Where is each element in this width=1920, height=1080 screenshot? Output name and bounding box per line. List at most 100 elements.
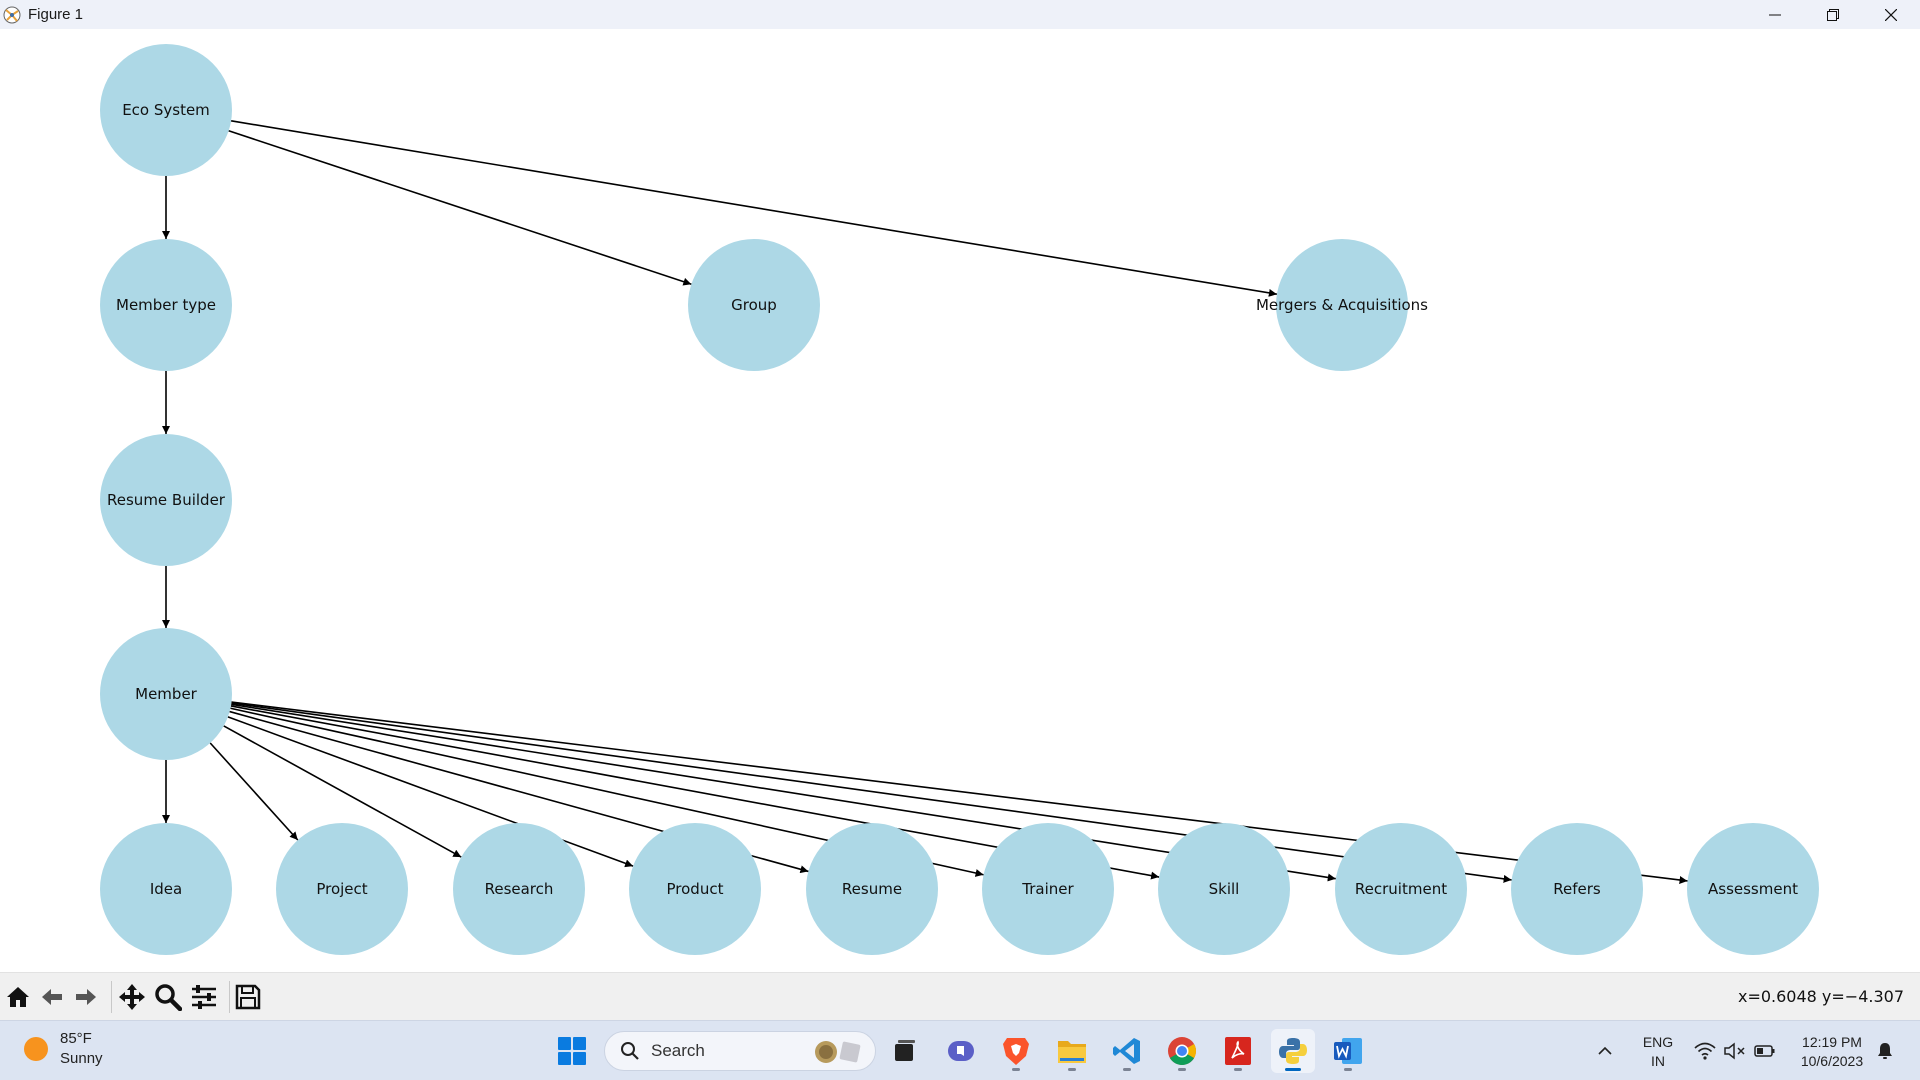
node-label: Refers (1553, 880, 1601, 898)
wifi-status[interactable] (1690, 1029, 1720, 1073)
file-explorer-icon (1058, 1041, 1086, 1063)
clock[interactable]: 12:19 PM 10/6/2023 (1788, 1033, 1876, 1071)
node-label: Member (135, 685, 198, 703)
node-member: Member (100, 628, 232, 760)
taskbar-brave[interactable] (994, 1029, 1038, 1073)
notifications-button[interactable] (1870, 1029, 1900, 1073)
taskbar-file-explorer[interactable] (1050, 1029, 1094, 1073)
window-title: Figure 1 (28, 6, 84, 23)
taskbar-search[interactable]: Search (604, 1031, 876, 1071)
node-research: Research (453, 823, 585, 955)
tray-overflow-button[interactable] (1589, 1029, 1621, 1073)
save-button[interactable] (232, 981, 264, 1013)
home-button[interactable] (2, 981, 34, 1013)
node-product: Product (629, 823, 761, 955)
node-trainer: Trainer (982, 823, 1114, 955)
zoom-button[interactable] (152, 981, 184, 1013)
volume-status[interactable] (1720, 1029, 1750, 1073)
edge-eco-to-mergers (230, 120, 1278, 297)
pan-button[interactable] (116, 981, 148, 1013)
node-circle (1276, 239, 1408, 371)
node-circle (1511, 823, 1643, 955)
brave-icon (1003, 1038, 1029, 1065)
running-indicator (1123, 1068, 1131, 1071)
node-circle (100, 239, 232, 371)
search-label: Search (651, 1041, 705, 1060)
teams-icon (948, 1041, 974, 1061)
node-circle (1335, 823, 1467, 955)
start-button[interactable] (550, 1029, 594, 1073)
node-label: Research (485, 880, 554, 898)
running-indicator (1234, 1068, 1242, 1071)
node-label: Resume (842, 880, 902, 898)
node-idea: Idea (100, 823, 232, 955)
taskbar-python[interactable] (1271, 1029, 1315, 1073)
taskbar-chrome[interactable] (1160, 1029, 1204, 1073)
search-icon (619, 1040, 641, 1062)
task-view-icon (895, 1040, 915, 1061)
chevron-up-icon (1598, 1046, 1612, 1055)
language-region: IN (1651, 1053, 1665, 1069)
volume-muted-icon (1724, 1042, 1745, 1060)
node-circle (629, 823, 761, 955)
weather-widget[interactable]: 85°F Sunny (24, 1029, 103, 1069)
running-indicator (1344, 1068, 1352, 1071)
taskbar-word[interactable] (1326, 1029, 1370, 1073)
toolbar-divider (229, 981, 230, 1013)
node-label: Eco System (122, 101, 210, 119)
edge-member-to-recruitment (231, 703, 1336, 882)
battery-icon (1754, 1045, 1775, 1057)
node-circle (100, 628, 232, 760)
node-label: Resume Builder (107, 491, 226, 509)
node-circle (100, 44, 232, 176)
node-label: Skill (1209, 880, 1240, 898)
node-circle (688, 239, 820, 371)
subplots-icon (192, 985, 216, 1009)
notification-bell-icon (1878, 1041, 1894, 1059)
node-label: Recruitment (1355, 880, 1447, 898)
node-circle (1158, 823, 1290, 955)
node-label: Mergers & Acquisitions (1256, 296, 1428, 314)
node-circle (453, 823, 585, 955)
node-circle (806, 823, 938, 955)
plot-toolbar: x=0.6048 y=−4.307 (0, 972, 1920, 1020)
language-indicator[interactable]: ENG IN (1636, 1033, 1680, 1071)
node-label: Trainer (1021, 880, 1074, 898)
chrome-icon (1168, 1037, 1196, 1065)
clock-date: 10/6/2023 (1800, 1053, 1864, 1069)
weather-temperature: 85°F (60, 1030, 92, 1047)
battery-status[interactable] (1750, 1029, 1780, 1073)
node-label: Group (731, 296, 777, 314)
running-indicator (1012, 1068, 1020, 1071)
restore-button[interactable] (1804, 0, 1862, 29)
close-button[interactable] (1862, 0, 1920, 29)
language-code: ENG (1642, 1034, 1674, 1050)
node-circle (100, 434, 232, 566)
taskbar-vscode[interactable] (1105, 1029, 1149, 1073)
forward-button[interactable] (70, 981, 102, 1013)
weather-description: Sunny (60, 1050, 103, 1067)
edge-member-to-refers (231, 702, 1512, 883)
cursor-coordinates: x=0.6048 y=−4.307 (1737, 987, 1904, 1006)
word-icon (1334, 1038, 1362, 1064)
node-circle (982, 823, 1114, 955)
subplots-button[interactable] (188, 981, 220, 1013)
back-arrow-icon (42, 989, 62, 1005)
minimize-icon (1769, 14, 1781, 15)
node-skill: Skill (1158, 823, 1290, 955)
node-recruitment: Recruitment (1335, 823, 1467, 955)
taskbar-teams[interactable] (939, 1029, 983, 1073)
taskbar-task-view[interactable] (883, 1029, 927, 1073)
restore-icon (1827, 8, 1839, 21)
node-project: Project (276, 823, 408, 955)
close-icon (1885, 8, 1897, 21)
back-button[interactable] (36, 981, 68, 1013)
node-circle (100, 823, 232, 955)
node-mergers: Mergers & Acquisitions (1256, 239, 1428, 371)
minimize-button[interactable] (1746, 0, 1804, 29)
clock-time: 12:19 PM (1802, 1034, 1862, 1050)
zoom-icon (155, 984, 182, 1011)
vscode-icon (1113, 1038, 1140, 1064)
taskbar-acrobat[interactable] (1216, 1029, 1260, 1073)
figure-canvas[interactable]: Eco System Member type Group Mergers & Acqu… (0, 29, 1920, 972)
